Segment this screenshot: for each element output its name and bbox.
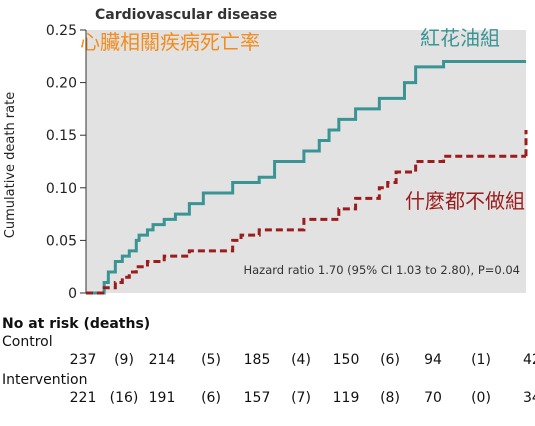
y-tick-label: 0.10 (46, 181, 77, 197)
risk-table-cell: 94 (424, 352, 442, 368)
y-tick-label: 0.20 (46, 76, 77, 92)
risk-table-cell: 191 (149, 390, 176, 406)
risk-table-cell: 157 (244, 390, 271, 406)
risk-table-cell: 70 (424, 390, 442, 406)
y-axis-ticks: 0 0.05 0.10 0.15 0.20 0.25 (46, 23, 86, 302)
risk-table-cell: (0) (471, 390, 491, 406)
risk-table-cells: 237 (9) 214 (5) 185 (4) 150 (6) 94 (1) 42 221 (16) 19… (70, 352, 535, 406)
legend-label-control: 什麼都不做組 (405, 189, 525, 213)
y-axis-label: Cumulative death rate (3, 92, 18, 238)
risk-table-cell: (1) (471, 352, 491, 368)
risk-table-cell: 42 (523, 352, 535, 368)
risk-row-label-control: Control (2, 334, 53, 350)
risk-table-cell: (4) (291, 352, 311, 368)
risk-table-cell: 119 (333, 390, 360, 406)
risk-table-cell: (7) (291, 390, 311, 406)
risk-table-cell: 221 (70, 390, 97, 406)
y-tick-label: 0.05 (46, 233, 77, 249)
series-line-safflower (86, 60, 526, 295)
risk-table-cell: (6) (380, 352, 400, 368)
risk-table-cell: (6) (201, 390, 221, 406)
plot-background (86, 30, 526, 293)
risk-table-cell: (9) (114, 352, 134, 368)
risk-table-cell: (5) (201, 352, 221, 368)
risk-table-cell: (16) (110, 390, 139, 406)
risk-table-cell: 150 (333, 352, 360, 368)
series-line-control (86, 154, 526, 295)
risk-table-cell: 237 (70, 352, 97, 368)
legend-label-safflower: 紅花油組 (420, 26, 500, 50)
chart-title-zh: 心臟相關疾病死亡率 (80, 30, 260, 54)
risk-table-cell: 214 (149, 352, 176, 368)
chart-subtitle: Cardiovascular disease (95, 7, 277, 23)
risk-table-header: No at risk (deaths) (2, 316, 150, 332)
y-tick-label: 0.15 (46, 128, 77, 144)
risk-row-label-intervention: Intervention (2, 372, 87, 388)
risk-table-cell: (8) (380, 390, 400, 406)
y-tick-label: 0.25 (46, 23, 77, 39)
risk-table-cell: 34 (523, 390, 535, 406)
y-tick-label: 0 (68, 286, 77, 302)
risk-table-cell: 185 (244, 352, 271, 368)
hazard-ratio-annotation: Hazard ratio 1.70 (95% CI 1.03 to 2.80),… (243, 263, 520, 277)
series-layer (85, 30, 528, 295)
